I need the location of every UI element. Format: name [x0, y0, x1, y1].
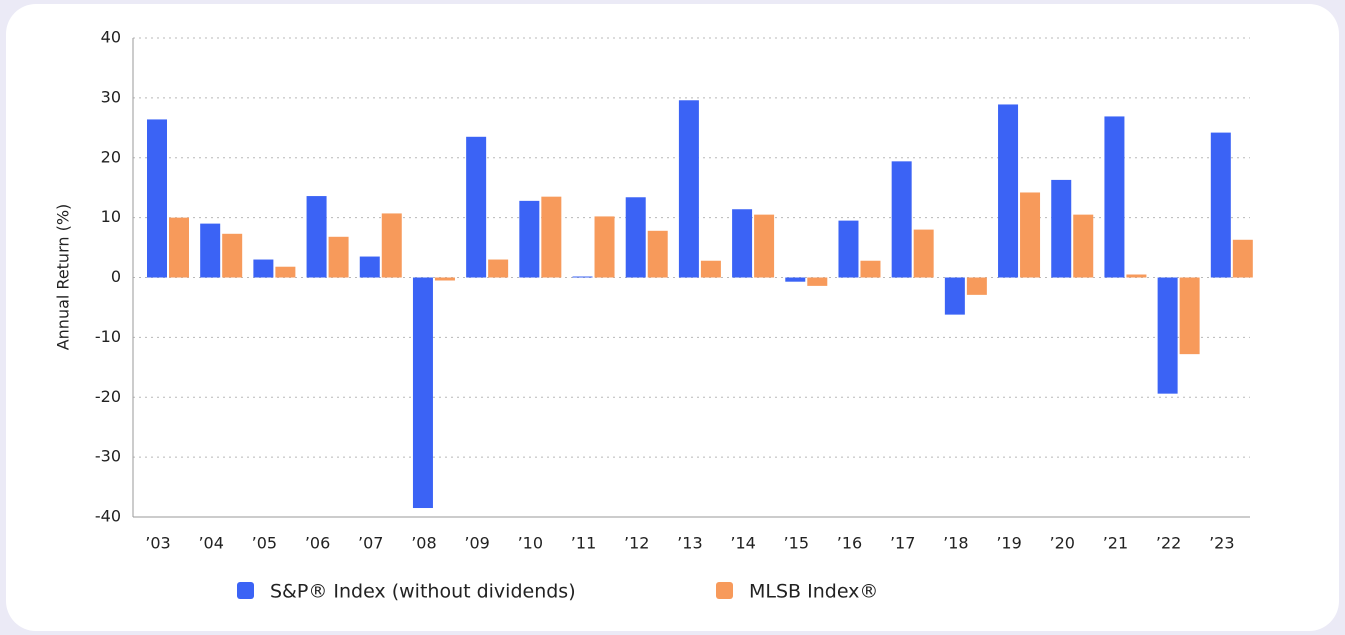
bar: [807, 277, 828, 286]
y-tick-label: -40: [95, 507, 121, 526]
bar: [913, 229, 934, 278]
bar: [754, 214, 775, 278]
legend-swatch: [237, 582, 254, 599]
bar: [678, 100, 699, 278]
x-tick-label: ’14: [730, 534, 755, 553]
bar: [966, 277, 987, 295]
x-tick-label: ’11: [571, 534, 596, 553]
x-tick-label: ’05: [252, 534, 277, 553]
y-tick-label: -20: [95, 387, 121, 406]
bar: [594, 216, 615, 278]
bar: [838, 220, 859, 278]
x-tick-label: ’16: [837, 534, 862, 553]
x-tick-label: ’10: [518, 534, 543, 553]
bar: [1020, 192, 1041, 278]
bar: [328, 236, 349, 278]
x-tick-label: ’18: [943, 534, 968, 553]
y-tick-label: 40: [101, 28, 121, 47]
bar: [647, 230, 668, 278]
bar: [434, 277, 455, 281]
x-tick-label: ’07: [358, 534, 383, 553]
bar: [306, 196, 327, 278]
bar: [860, 260, 881, 278]
bar: [1210, 132, 1231, 278]
bar: [253, 259, 274, 278]
bar: [1104, 116, 1125, 278]
x-tick-label: ’17: [890, 534, 915, 553]
x-tick-label: ’21: [1103, 534, 1128, 553]
bar: [359, 256, 380, 278]
x-tick-label: ’22: [1156, 534, 1181, 553]
bar: [944, 277, 965, 315]
bar: [222, 233, 243, 278]
y-tick-label: 20: [101, 147, 121, 166]
x-tick-label: ’03: [145, 534, 170, 553]
y-tick-label: -10: [95, 327, 121, 346]
bar: [275, 266, 296, 278]
y-tick-label: 10: [101, 207, 121, 226]
bar: [1179, 277, 1200, 355]
y-tick-label: 0: [111, 267, 121, 286]
x-tick-label: ’09: [464, 534, 489, 553]
legend-swatch: [716, 582, 733, 599]
y-tick-label: 30: [101, 87, 121, 106]
bar: [785, 277, 806, 282]
x-tick-label: ’12: [624, 534, 649, 553]
bar: [891, 161, 912, 278]
x-tick-label: ’06: [305, 534, 330, 553]
bar: [572, 276, 593, 278]
x-tick-label: ’23: [1209, 534, 1234, 553]
y-axis-label: Annual Return (%): [54, 204, 73, 351]
bar: [488, 259, 509, 278]
bar: [625, 197, 646, 278]
legend-label: S&P® Index (without dividends): [270, 581, 576, 603]
bar: [412, 277, 433, 509]
bar: [1232, 239, 1253, 278]
bar: [700, 260, 721, 278]
bar: [732, 209, 753, 278]
bar: [1073, 214, 1094, 278]
x-tick-label: ’20: [1050, 534, 1075, 553]
legend-label: MLSB Index®: [749, 581, 878, 603]
bar: [381, 213, 402, 278]
bar: [1051, 179, 1072, 278]
bar: [169, 217, 189, 278]
bar: [1126, 274, 1147, 278]
x-tick-label: ’13: [677, 534, 702, 553]
card: [6, 4, 1339, 631]
y-tick-label: -30: [95, 447, 121, 466]
bar: [541, 196, 562, 278]
bar: [519, 200, 540, 278]
x-tick-label: ’04: [198, 534, 223, 553]
bar: [466, 136, 487, 278]
x-tick-label: ’08: [411, 534, 436, 553]
bar: [1157, 277, 1178, 394]
bar: [998, 104, 1019, 278]
bar: [200, 223, 221, 278]
bar: [147, 119, 167, 278]
x-tick-label: ’19: [996, 534, 1021, 553]
x-tick-label: ’15: [784, 534, 809, 553]
